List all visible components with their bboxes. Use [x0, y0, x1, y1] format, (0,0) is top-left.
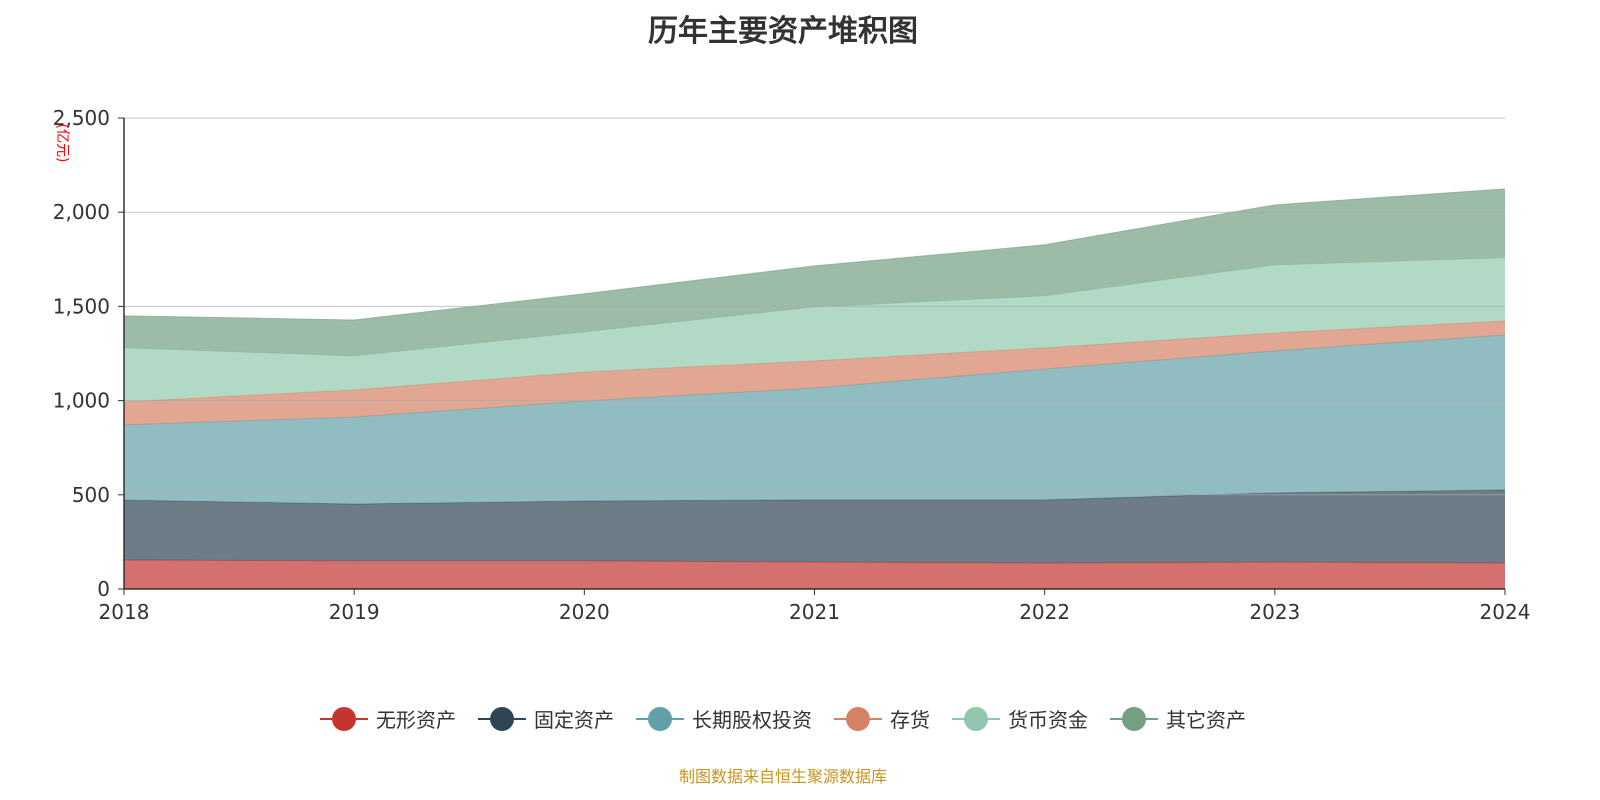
y-axis-unit: (亿元)	[54, 124, 70, 163]
area-series-3	[124, 320, 1505, 425]
area-series-2	[124, 334, 1505, 505]
y-tick-label: 2,000	[53, 200, 110, 224]
x-tick-label: 2022	[1019, 600, 1070, 624]
legend-label: 固定资产	[534, 708, 614, 732]
x-tick-label: 2019	[329, 600, 380, 624]
area-series-1	[124, 489, 1505, 564]
legend: 无形资产 固定资产 长期股权投资 存货 货币资金 其它资产	[0, 704, 1566, 733]
x-tick-label: 2023	[1249, 600, 1300, 624]
legend-item-2[interactable]: 长期股权投资	[636, 704, 812, 733]
legend-marker-icon	[478, 706, 526, 731]
y-tick-label: 500	[72, 483, 110, 507]
legend-label: 长期股权投资	[692, 708, 812, 732]
area-series-4	[124, 257, 1505, 402]
y-tick-label: 2,500	[53, 106, 110, 130]
legend-marker-icon	[1110, 706, 1158, 731]
legend-label: 无形资产	[376, 708, 456, 732]
legend-item-3[interactable]: 存货	[834, 704, 930, 733]
area-series-5	[124, 188, 1505, 356]
x-tick-label: 2018	[99, 600, 150, 624]
legend-label: 存货	[890, 708, 930, 732]
legend-marker-icon	[834, 706, 882, 731]
y-tick-label: 1,000	[53, 389, 110, 413]
y-tick-label: 1,500	[53, 294, 110, 318]
x-tick-label: 2024	[1480, 600, 1531, 624]
legend-item-1[interactable]: 固定资产	[478, 704, 614, 733]
line-series-5	[123, 188, 1506, 321]
chart-title: 历年主要资产堆积图	[648, 14, 918, 49]
legend-label: 其它资产	[1166, 708, 1246, 732]
legend-item-4[interactable]: 货币资金	[952, 704, 1088, 733]
source-note: 制图数据来自恒生聚源数据库	[678, 767, 887, 786]
area-series-0	[124, 559, 1505, 589]
legend-item-0[interactable]: 无形资产	[320, 704, 456, 733]
y-tick-label: 0	[97, 577, 110, 601]
legend-marker-icon	[320, 706, 368, 731]
x-tick-label: 2020	[559, 600, 610, 624]
legend-marker-icon	[636, 706, 684, 731]
legend-item-5[interactable]: 其它资产	[1110, 704, 1246, 733]
legend-label: 货币资金	[1008, 708, 1088, 732]
x-tick-label: 2021	[789, 600, 840, 624]
legend-marker-icon	[952, 706, 1000, 731]
